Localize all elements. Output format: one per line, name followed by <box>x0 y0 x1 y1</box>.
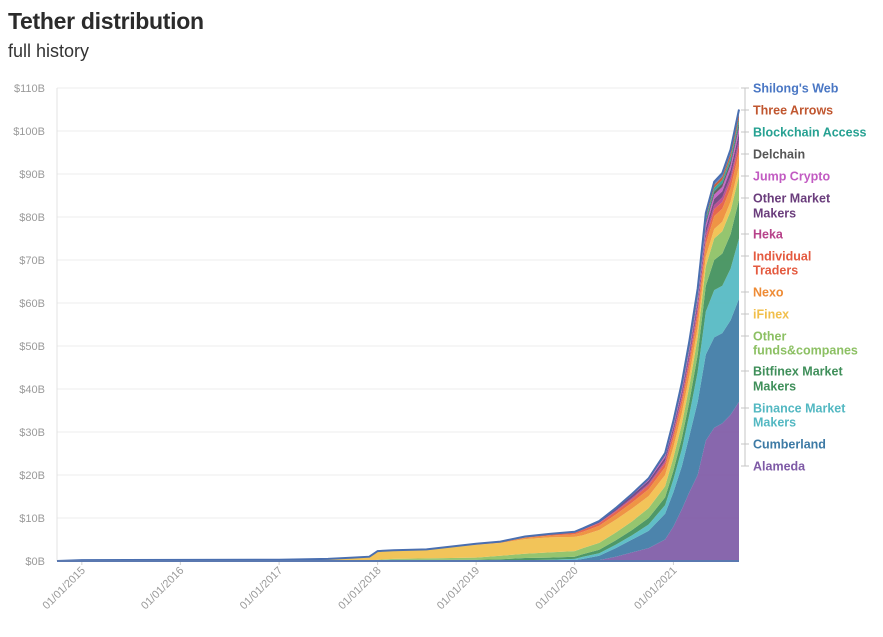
legend-label-other-funds-companes: funds&companes <box>753 344 858 358</box>
x-tick-label: 01/01/2018 <box>336 565 383 612</box>
legend-label-binance-market-makers: Makers <box>753 416 796 430</box>
legend-label-shilong-s-web: Shilong's Web <box>753 82 839 96</box>
x-tick-label: 01/01/2015 <box>41 565 88 612</box>
legend-label-cumberland: Cumberland <box>753 438 826 452</box>
x-tick-label: 01/01/2021 <box>632 565 679 612</box>
y-tick-label: $110B <box>14 83 45 95</box>
legend-label-individual-traders: Traders <box>753 264 798 278</box>
x-tick-label: 01/01/2020 <box>533 565 580 612</box>
legend-label-alameda: Alameda <box>753 460 806 474</box>
legend-label-other-market-makers: Makers <box>753 207 796 221</box>
legend-label-ifinex: iFinex <box>753 308 789 322</box>
legend-label-heka: Heka <box>753 228 784 242</box>
legend-label-other-market-makers: Other Market <box>753 192 831 206</box>
x-tick-label: 01/01/2019 <box>435 565 482 612</box>
x-tick-label: 01/01/2017 <box>238 565 285 612</box>
legend-label-jump-crypto: Jump Crypto <box>753 170 830 184</box>
area-series-individual-traders <box>57 144 739 562</box>
legend-label-blockchain-access: Blockchain Access <box>753 126 867 140</box>
y-tick-label: $90B <box>19 169 45 181</box>
y-tick-label: $40B <box>19 384 45 396</box>
y-tick-label: $10B <box>19 513 45 525</box>
area-series-alameda <box>57 401 739 561</box>
y-tick-label: $50B <box>19 341 45 353</box>
legend-label-three-arrows: Three Arrows <box>753 104 833 118</box>
legend-label-individual-traders: Individual <box>753 250 811 264</box>
legend-label-delchain: Delchain <box>753 148 805 162</box>
y-tick-label: $60B <box>19 298 45 310</box>
y-tick-label: $30B <box>19 427 45 439</box>
y-tick-label: $100B <box>13 126 45 138</box>
legend-label-binance-market-makers: Binance Market <box>753 402 846 416</box>
area-series-nexo <box>57 152 739 561</box>
chart-title: Tether distribution <box>8 8 204 34</box>
x-tick-label: 01/01/2016 <box>139 565 186 612</box>
legend-label-other-funds-companes: Other <box>753 330 786 344</box>
chart-subtitle: full history <box>8 41 90 61</box>
legend-label-nexo: Nexo <box>753 286 784 300</box>
y-tick-label: $70B <box>19 255 45 267</box>
y-tick-label: $0B <box>25 556 45 568</box>
legend-label-bitfinex-market-makers: Makers <box>753 380 796 394</box>
legend-label-bitfinex-market-makers: Bitfinex Market <box>753 365 843 379</box>
y-tick-label: $20B <box>19 470 45 482</box>
total-outline <box>56 109 740 562</box>
y-tick-label: $80B <box>19 212 45 224</box>
